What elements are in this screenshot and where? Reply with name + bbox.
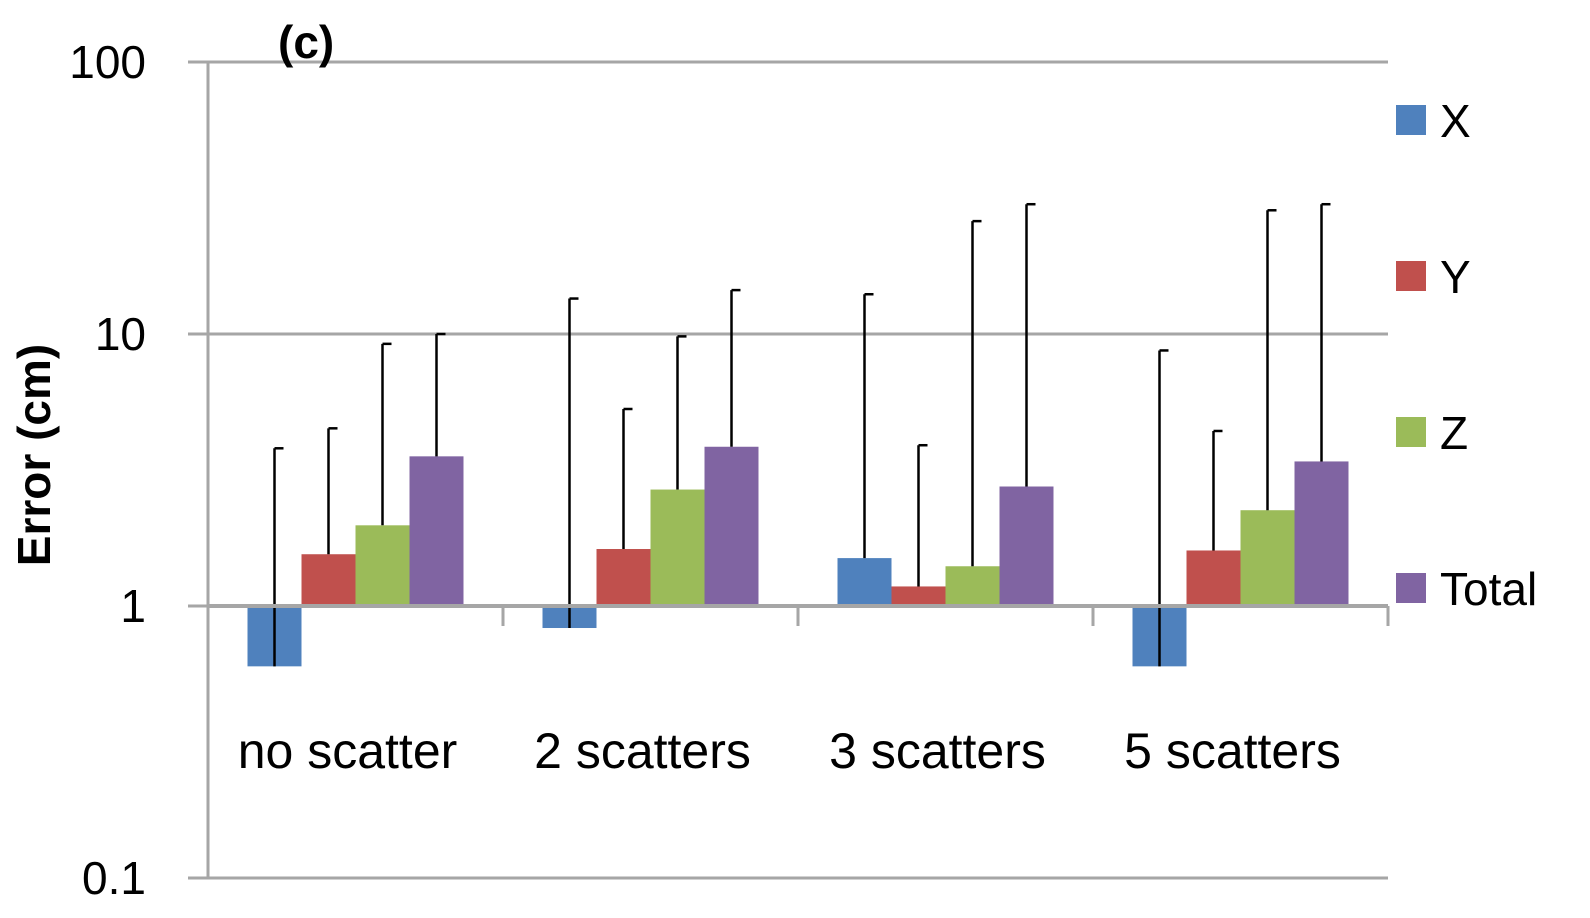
bar-z xyxy=(945,566,1000,606)
legend-label-y: Y xyxy=(1440,251,1471,303)
category-label: 2 scatters xyxy=(534,723,751,779)
y-tick-label: 100 xyxy=(69,36,146,88)
error-bars xyxy=(273,202,1331,667)
bar-total xyxy=(999,486,1054,606)
bar-total xyxy=(1294,461,1349,606)
legend-label-x: X xyxy=(1440,95,1471,147)
panel-label: (c) xyxy=(278,16,334,68)
bars xyxy=(247,446,1349,667)
bar-x xyxy=(837,558,892,606)
bar-y xyxy=(596,549,651,606)
legend-swatch-y xyxy=(1396,261,1426,291)
y-tick-label: 0.1 xyxy=(82,852,146,904)
bar-z xyxy=(650,489,705,606)
legend-swatch-total xyxy=(1396,573,1426,603)
legend: X Y Z Total xyxy=(1396,95,1537,615)
bar-z xyxy=(1240,510,1295,606)
bar-total xyxy=(704,446,759,606)
category-label: 5 scatters xyxy=(1124,723,1341,779)
y-axis-title: Error (cm) xyxy=(8,344,60,566)
legend-swatch-x xyxy=(1396,105,1426,135)
category-label: no scatter xyxy=(238,723,458,779)
bar-y xyxy=(1186,550,1241,606)
bar-total xyxy=(409,456,464,606)
bar-y xyxy=(301,554,356,606)
legend-label-z: Z xyxy=(1440,407,1468,459)
legend-swatch-z xyxy=(1396,417,1426,447)
labels: 0.1 1 10 100 no scatter 2 scatters 3 scatters 5… xyxy=(69,36,1341,904)
bar-y xyxy=(891,586,946,606)
axes xyxy=(206,62,1390,878)
y-tick-label: 1 xyxy=(120,580,146,632)
legend-label-total: Total xyxy=(1440,563,1537,615)
category-label: 3 scatters xyxy=(829,723,1046,779)
y-tick-label: 10 xyxy=(95,308,146,360)
bar-z xyxy=(355,525,410,606)
